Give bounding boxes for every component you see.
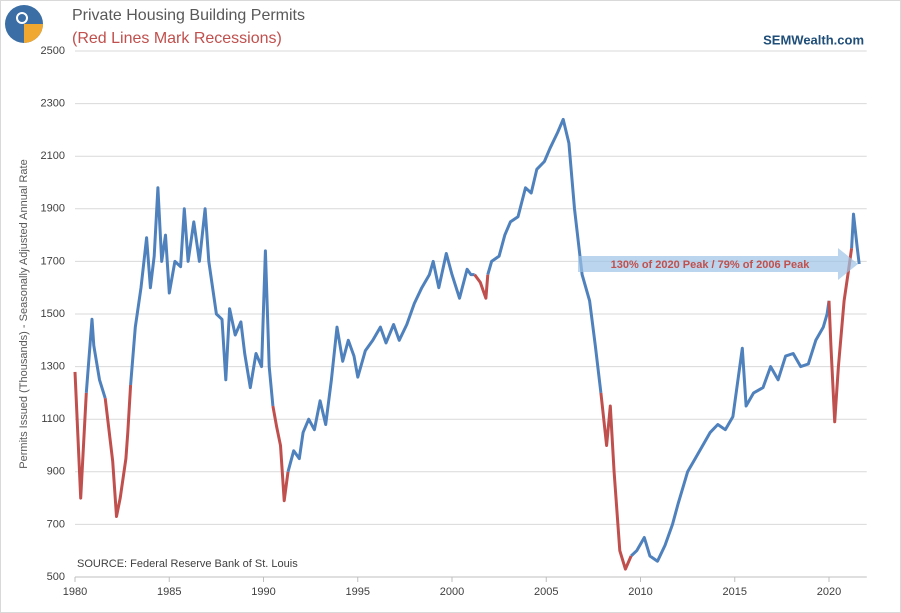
- annotation-arrow: [578, 248, 858, 280]
- y-tick-label: 1100: [41, 413, 65, 425]
- brand: SEMWealth.com: [763, 32, 864, 47]
- y-tick-label: 1900: [41, 203, 65, 215]
- series-line: [73, 248, 854, 571]
- annotation: 130% of 2020 Peak / 79% of 2006 Peak: [611, 259, 811, 271]
- y-tick-label: 1300: [41, 361, 65, 373]
- y-tick-label: 500: [47, 571, 65, 583]
- y-tick-label: 2300: [41, 98, 65, 110]
- chart-title: Private Housing Building Permits: [72, 7, 305, 24]
- x-tick-label: 1995: [346, 586, 370, 598]
- y-tick-label: 1500: [41, 308, 65, 320]
- y-tick-label: 900: [47, 466, 65, 478]
- logo: [5, 5, 43, 43]
- x-tick-label: 2000: [440, 586, 464, 598]
- y-tick-label: 700: [47, 518, 65, 530]
- series-line: [84, 117, 861, 563]
- y-tick-label: 2100: [41, 150, 65, 162]
- source: SOURCE: Federal Reserve Bank of St. Loui…: [77, 558, 298, 570]
- x-tick-label: 2005: [534, 586, 558, 598]
- x-tick-label: 1990: [251, 586, 275, 598]
- x-tick-label: 2020: [817, 586, 841, 598]
- chart-subtitle: (Red Lines Mark Recessions): [72, 30, 282, 47]
- y-axis-label: Permits Issued (Thousands) - Seasonally …: [18, 159, 30, 468]
- x-tick-label: 1980: [63, 586, 87, 598]
- y-tick-label: 1700: [41, 255, 65, 267]
- x-tick-label: 2015: [723, 586, 747, 598]
- y-tick-label: 2500: [41, 45, 65, 57]
- x-tick-label: 2010: [628, 586, 652, 598]
- x-tick-label: 1985: [157, 586, 181, 598]
